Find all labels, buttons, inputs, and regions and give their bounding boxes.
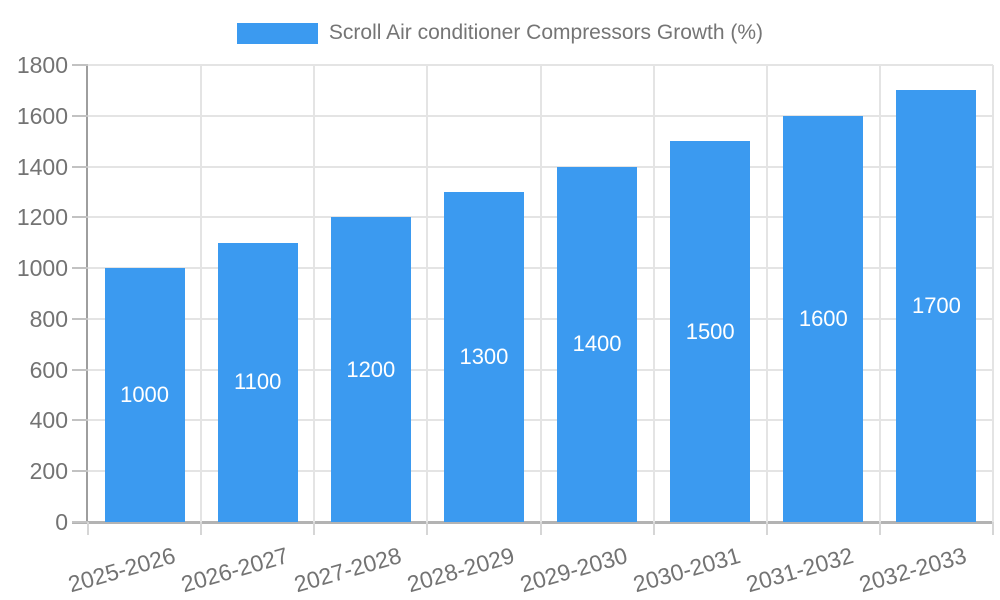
legend-swatch [236,22,318,44]
x-axis-tick [878,522,881,535]
y-axis-label: 1000 [16,255,68,282]
bar-value-label: 1000 [120,382,170,408]
bar-2028-2029[interactable]: 1300 [443,191,524,522]
x-gridline [765,65,768,522]
bar-2032-2033[interactable]: 1700 [896,90,977,522]
x-gridline [992,65,994,522]
x-axis-label: 2030-2031 [630,542,744,598]
x-gridline [200,65,203,522]
y-axis-tick [72,216,88,219]
bar-2029-2030[interactable]: 1400 [557,166,638,522]
y-axis-tick [72,64,88,66]
x-axis-label: 2031-2032 [743,542,857,598]
bar-2027-2028[interactable]: 1200 [330,217,411,522]
x-axis-label: 2028-2029 [404,542,518,598]
y-axis-tick [72,368,88,371]
plot-area: 0 200 400 600 800 1000 1200 1400 1600 1800 1000 202… [17,52,994,597]
y-axis-tick [72,165,88,168]
x-axis-tick [200,522,203,535]
bar-value-label: 1100 [234,369,282,395]
bar-value-label: 1600 [798,305,848,331]
x-axis-tick [87,522,89,535]
y-axis-label: 200 [29,458,68,485]
y-axis-tick [72,114,88,117]
x-axis-tick [426,522,429,535]
x-axis-label: 2025-2026 [64,542,178,598]
y-axis-label: 1600 [16,102,68,129]
bar-2030-2031[interactable]: 1500 [670,141,751,522]
y-axis-label: 0 [55,509,68,535]
y-axis-label: 800 [29,305,68,332]
x-axis-tick [313,522,316,535]
y-axis-line [86,65,88,522]
legend[interactable]: Scroll Air conditioner Compressors Growt… [0,21,1000,45]
x-gridline [313,65,316,522]
x-gridline [878,65,881,522]
x-gridline [539,65,542,522]
y-axis-label: 600 [29,356,68,383]
bar-2025-2026[interactable]: 1000 [104,268,185,522]
x-axis-label: 2032-2033 [856,542,970,598]
x-axis-tick [992,522,994,535]
x-axis-tick [765,522,768,535]
x-gridline [652,65,655,522]
x-axis-tick [652,522,655,535]
y-axis-tick [72,317,88,320]
x-axis-label: 2027-2028 [291,542,404,598]
bar-value-label: 1500 [685,318,735,344]
bar-value-label: 1300 [459,343,509,369]
x-axis-line [72,521,993,524]
x-axis-tick [539,522,542,535]
x-axis-label: 2026-2027 [177,542,291,598]
y-axis-tick [72,419,88,422]
y-axis-label: 1800 [16,52,68,78]
x-gridline [426,65,429,522]
y-axis-label: 1400 [16,153,68,180]
bar-value-label: 1200 [346,356,396,382]
bar-2026-2027[interactable]: 1100 [217,242,298,522]
bar-value-label: 1400 [572,331,622,357]
y-axis-tick [72,470,88,473]
x-axis-label: 2029-2030 [517,542,631,598]
bar-2031-2032[interactable]: 1600 [783,115,864,522]
bar-value-label: 1700 [911,293,961,319]
y-axis-tick [72,521,88,523]
y-axis-label: 1200 [16,204,68,231]
y-axis-tick [72,267,88,270]
legend-label: Scroll Air conditioner Compressors Growt… [328,21,764,44]
y-axis-label: 400 [29,407,68,434]
